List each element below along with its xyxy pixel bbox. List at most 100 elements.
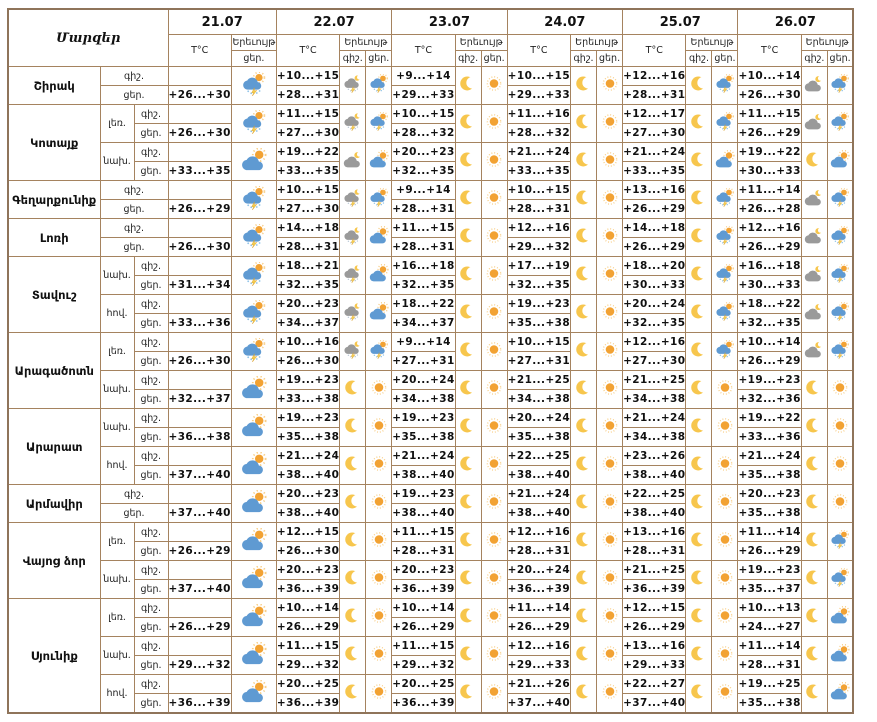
weather-cell (711, 560, 739, 599)
temp-cell: +10...+16 (275, 332, 341, 352)
phenomenon-header: Երեւույթ (230, 34, 277, 51)
temp-cell: +21...+24 (622, 408, 687, 428)
weather-cell (365, 446, 393, 485)
thunder-day-icon (369, 188, 389, 207)
partly-day-icon (369, 150, 389, 169)
cloudy-night-icon (804, 74, 824, 93)
sun-icon (600, 226, 620, 245)
weather-cell (339, 332, 367, 371)
temp-cell (167, 446, 232, 466)
moon-icon (458, 226, 479, 245)
thunder-day-icon (830, 112, 850, 131)
temp-cell: +26...+29 (737, 541, 802, 561)
daypart-label: ցեր. (133, 579, 169, 599)
moon-icon (804, 606, 825, 625)
partly-day-icon (241, 603, 267, 628)
sun-icon (484, 74, 504, 93)
sun-icon (484, 454, 504, 473)
forecast-row-day: ցեր. +26...+30 +27...+30 +28...+32 +28...+32… (8, 123, 853, 143)
temp-cell: +26...+30 (275, 351, 341, 371)
weather-cell (800, 674, 828, 714)
weather-cell (826, 180, 854, 219)
weather-cell (365, 636, 393, 675)
forecast-row-night: նախ. գիշ. +20...+23 +20...+23 +20...+24 +21..… (8, 560, 854, 599)
temp-cell: +33...+36 (167, 313, 232, 333)
temp-cell: +20...+23 (275, 294, 341, 314)
partly-day-icon (241, 451, 267, 476)
region-name: Շիրակ (7, 66, 101, 105)
region-name: Տավուշ (7, 256, 101, 333)
moon-icon (689, 302, 709, 321)
forecast-row-night: Գեղարքունիք գիշ. +10...+15 +9...+14 +10...+1… (7, 180, 854, 219)
temp-cell: +19...+23 (391, 484, 456, 504)
temp-cell: +12...+16 (506, 522, 572, 542)
daypart-label: գիշ. (133, 522, 169, 542)
temp-cell: +12...+16 (622, 66, 687, 86)
moon-icon (574, 302, 594, 321)
moon-icon (574, 264, 594, 283)
weather-cell (230, 484, 277, 523)
sun-icon (484, 530, 504, 549)
temp-cell: +9...+14 (391, 180, 456, 200)
temp-cell: +17...+19 (506, 256, 572, 276)
partly-day-icon (369, 226, 389, 245)
thunder-day-icon (369, 112, 389, 131)
cloudy-night-icon (804, 340, 824, 359)
temp-cell: +9...+14 (391, 66, 456, 86)
temp-cell: +10...+14 (737, 66, 802, 86)
weather-cell (685, 446, 713, 485)
partly-day-icon (830, 644, 850, 663)
daypart-label: ցեր. (133, 161, 169, 181)
temp-cell: +34...+38 (391, 389, 456, 409)
temp-cell: +10...+15 (275, 180, 341, 200)
weather-cell (454, 370, 482, 409)
thunder-day-icon (715, 302, 735, 321)
weather-cell (365, 142, 393, 181)
thunder-day-icon (830, 302, 850, 321)
weather-cell (454, 408, 482, 447)
moon-icon (804, 150, 825, 169)
temp-cell: +32...+35 (391, 161, 456, 181)
weather-cell (480, 218, 508, 257)
weather-cell (230, 142, 277, 181)
temp-cell: +21...+25 (622, 370, 687, 390)
forecast-row-night: Կոտայք լեռ. գիշ. +11...+15 +10...+15 +11...+1… (7, 104, 854, 181)
forecast-row-night: Սյունիք լեռ. գիշ. +10...+14 +10...+14 +11...+… (7, 598, 854, 714)
sun-icon (715, 682, 735, 701)
weather-cell (230, 522, 277, 561)
weather-cell (454, 180, 482, 219)
daypart-label: ցեր. (133, 313, 169, 333)
weather-cell (570, 598, 598, 637)
daypart-label: գիշ. (133, 674, 169, 694)
temp-cell: +20...+25 (275, 674, 341, 694)
temp-cell: +26...+29 (737, 237, 802, 257)
partly-day-icon (241, 679, 267, 704)
forecast-row-night: հով. գիշ. +21...+24 +21...+24 +22...+25 +23..… (8, 446, 854, 485)
temp-cell: +31...+34 (167, 275, 232, 295)
weather-cell (570, 408, 598, 447)
temp-cell: +36...+39 (275, 579, 341, 599)
temp-cell: +13...+16 (622, 522, 687, 542)
zone-label: նախ. (99, 256, 135, 295)
sun-icon (600, 264, 620, 283)
moon-icon (689, 682, 709, 701)
daypart-label: ցեր. (133, 275, 169, 295)
moon-icon (689, 226, 709, 245)
temp-cell: +37...+40 (167, 579, 232, 599)
moon-icon (689, 606, 709, 625)
weather-cell (711, 446, 739, 485)
partly-day-icon (241, 147, 267, 172)
temp-cell: +29...+32 (506, 237, 572, 257)
temp-cell: +28...+31 (506, 199, 572, 219)
partly-day-icon (369, 302, 389, 321)
sun-icon (484, 378, 504, 397)
weather-cell (230, 294, 277, 333)
weather-cell (570, 218, 598, 257)
temp-cell: +20...+23 (737, 484, 802, 504)
thunder-day-icon (830, 340, 850, 359)
moon-icon (574, 606, 594, 625)
sun-icon (715, 568, 735, 587)
temp-cell: +26...+29 (506, 617, 572, 637)
temp-cell: +29...+32 (167, 655, 232, 675)
weather-cell (365, 370, 393, 409)
